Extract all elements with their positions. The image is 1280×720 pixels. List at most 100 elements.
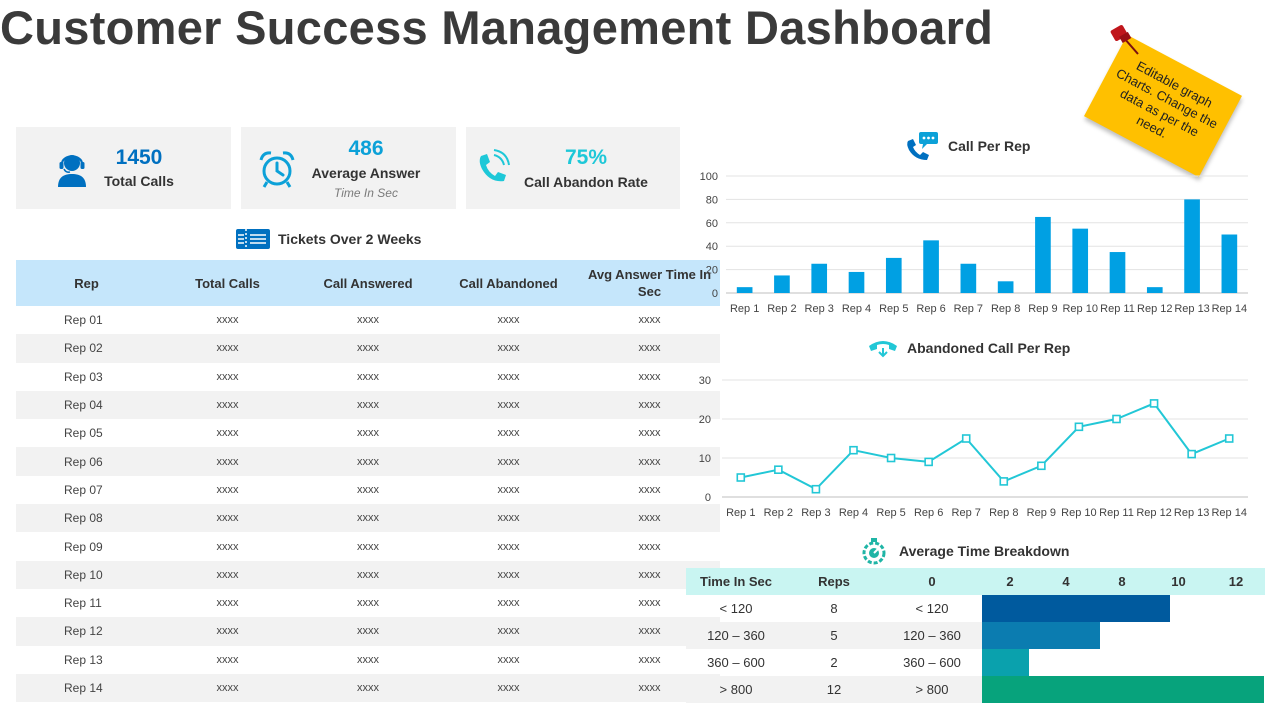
table-cell: xxxx: [298, 390, 438, 420]
y-tick-label: 40: [706, 241, 718, 253]
x-tick-label: Rep 3: [805, 303, 834, 315]
bar: [848, 271, 865, 293]
rep-name-cell: Rep 11: [64, 596, 102, 611]
column-header: Reps: [786, 568, 882, 595]
axis-tick-label: 0: [882, 568, 982, 595]
y-tick-label: 60: [706, 218, 718, 230]
column-header: Time In Sec: [686, 568, 786, 595]
stopwatch-gear-icon: [862, 538, 886, 565]
page-title: Customer Success Management Dashboard: [0, 1, 994, 54]
table-cell: xxxx: [216, 427, 239, 440]
reps-cell: 2: [830, 655, 838, 670]
bar-category-label: 360 – 600: [903, 655, 961, 670]
table-header-row: Time In Sec Reps 0 2 4 8 10 12: [686, 568, 1265, 595]
x-tick-label: Rep 8: [989, 507, 1018, 519]
kpi-value: 1450: [115, 146, 163, 169]
table-row: Rep 04 xxxx xxxx xxxx xxxx: [16, 390, 720, 420]
x-tick-label: Rep 1: [730, 303, 759, 315]
tickets-table: Rep Total Calls Call Answered Call Aband…: [16, 260, 720, 703]
time-range-cell: 120 – 360: [686, 622, 786, 649]
data-point: [1224, 434, 1234, 443]
y-tick-label: 10: [699, 453, 711, 465]
time-bar: [982, 676, 1264, 703]
data-point: [1074, 422, 1084, 432]
table-row: Rep 13 xxxx xxxx xxxx xxxx: [16, 646, 720, 674]
table-cell: xxxx: [298, 617, 438, 646]
data-point: [774, 465, 783, 474]
table-cell: xxxx: [579, 447, 720, 476]
rep-name-cell: Rep 14: [16, 673, 157, 703]
table-row: Rep 12 xxxx xxxx xxxx xxxx: [16, 617, 720, 646]
table-cell: xxxx: [497, 597, 520, 610]
ticket-icon: [236, 229, 270, 249]
table-row: Rep 03 xxxx xxxx xxxx xxxx: [16, 363, 720, 391]
x-tick-label: Rep 2: [764, 507, 793, 519]
column-header: Rep: [16, 260, 157, 306]
rep-name-cell: Rep 06: [16, 447, 157, 476]
data-point: [736, 473, 746, 482]
table-row: Rep 11 xxxx xxxx xxxx xxxx: [16, 589, 720, 617]
time-range-cell: 360 – 600: [707, 655, 765, 670]
table-cell: xxxx: [157, 390, 298, 420]
bar: [1146, 287, 1163, 293]
bar: [1035, 216, 1051, 293]
table-cell: xxxx: [157, 560, 298, 589]
rep-name-cell: Rep 07: [64, 482, 103, 497]
x-tick-label: Rep 1: [726, 507, 755, 519]
table-cell: xxxx: [357, 540, 379, 553]
data-point: [886, 453, 896, 463]
axis-tick-label: 2: [982, 568, 1038, 595]
table-cell: xxxx: [357, 597, 379, 610]
column-header: Avg Answer Time In Sec: [579, 260, 720, 306]
time-range-cell: > 800: [686, 676, 786, 703]
data-point: [924, 457, 933, 467]
table-cell: xxxx: [357, 483, 379, 496]
table-cell: xxxx: [638, 653, 661, 666]
x-tick-label: Rep 6: [916, 303, 945, 315]
table-cell: xxxx: [298, 334, 438, 363]
table-row: Rep 02 xxxx xxxx xxxx xxxx: [16, 334, 720, 363]
axis-tick-label: 12: [1207, 568, 1265, 595]
table-cell: xxxx: [298, 504, 438, 533]
rep-name-cell: Rep 08: [16, 504, 157, 533]
axis-tick-label: 10: [1150, 568, 1207, 595]
kpi-card-total-calls: 1450 Total Calls: [16, 127, 231, 209]
table-cell: xxxx: [638, 427, 661, 440]
kpi-label: Total Calls: [104, 173, 174, 189]
x-tick-label: Rep 13: [1174, 303, 1209, 315]
column-header: Total Calls: [157, 260, 298, 306]
table-cell: xxxx: [497, 314, 520, 327]
x-tick-label: Rep 11: [1100, 303, 1135, 315]
pushpin-icon: [1110, 25, 1139, 55]
kpi-label: Call Abandon Rate: [524, 174, 648, 190]
x-tick-label: Rep 4: [842, 303, 871, 315]
table-cell: xxxx: [438, 673, 579, 703]
axis-tick-label: 8: [1094, 568, 1150, 595]
table-cell: xxxx: [298, 560, 438, 589]
table-cell: xxxx: [497, 653, 520, 666]
table-cell: xxxx: [157, 673, 298, 703]
rep-name-cell: Rep 02: [16, 334, 157, 363]
phone-ringing-icon: [479, 149, 510, 182]
table-cell: xxxx: [357, 427, 379, 440]
rep-name-cell: Rep 13: [64, 652, 103, 667]
y-tick-label: 30: [699, 375, 711, 387]
time-bar: [982, 649, 1029, 676]
x-tick-label: Rep 14: [1211, 507, 1246, 519]
table-cell: xxxx: [497, 540, 520, 553]
table-cell: xxxx: [438, 390, 579, 420]
axis-tick-label: 4: [1038, 568, 1094, 595]
data-point: [999, 477, 1009, 486]
table-row: Rep 06 xxxx xxxx xxxx xxxx: [16, 447, 720, 476]
table-cell: xxxx: [638, 314, 661, 327]
data-point: [1187, 449, 1196, 459]
table-cell: xxxx: [216, 540, 239, 553]
bar-cell: [982, 649, 1265, 676]
bar-category-label: 120 – 360: [882, 622, 982, 649]
table-cell: xxxx: [438, 447, 579, 476]
kpi-value: 75%: [564, 146, 608, 169]
kpi-card-average-answer: 486 Average Answer Time In Sec: [241, 127, 456, 209]
table-row: < 120 8 < 120: [686, 595, 1265, 622]
x-tick-label: Rep 3: [801, 507, 830, 519]
bar: [885, 257, 902, 293]
